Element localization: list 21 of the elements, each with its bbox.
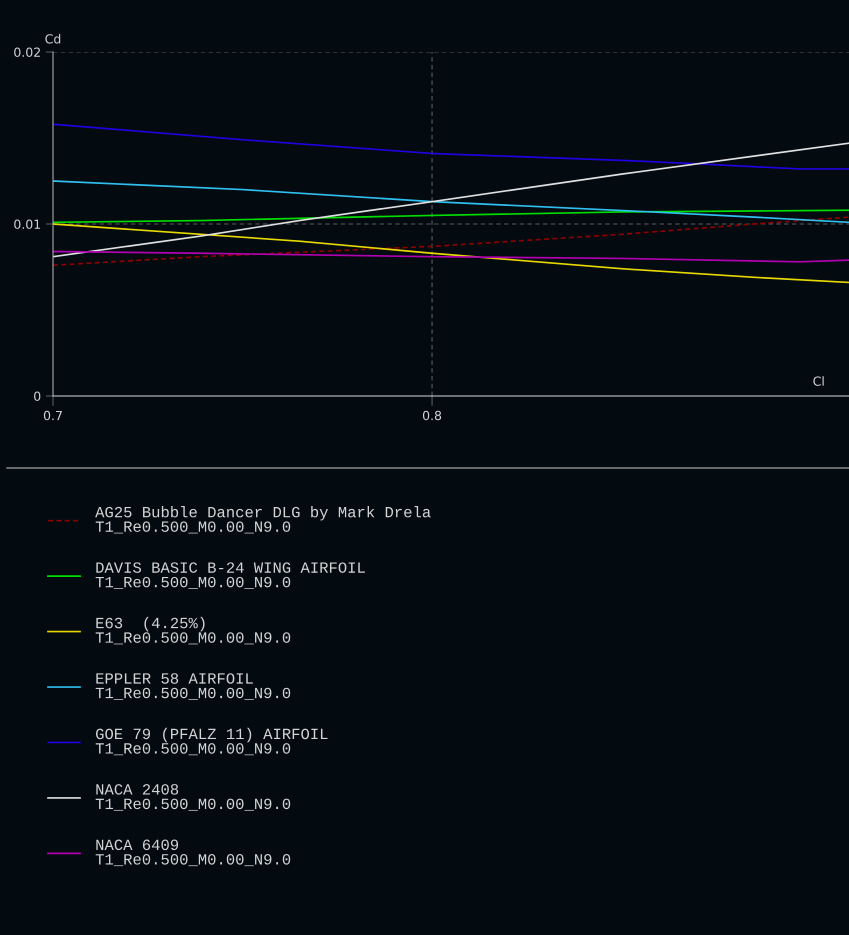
legend-label: AG25 Bubble Dancer DLG by Mark Drela T1_Re0.500_M0.00_N9.0 (95, 506, 431, 534)
line-series (53, 216, 849, 266)
x-tick-label: 0.7 (44, 410, 62, 420)
legend-label: EPPLER 58 AIRFOIL T1_Re0.500_M0.00_N9.0 (96, 673, 290, 700)
line-series (53, 142, 849, 258)
legend-label: DAVIS BASIC B-24 WING AIRFOIL T1_Re0.500_M0.00_N9.0 (96, 562, 365, 589)
x-axis-title: Cl (813, 376, 824, 386)
legend-label: GOE 79 (PFALZ 11) AIRFOIL T1_Re0.500_M0.00_N9.0 (96, 728, 328, 756)
line-series (53, 209, 849, 224)
y-tick-label: 0.02 (14, 47, 40, 57)
legend-label: NACA 2408 T1_Re0.500_M0.00_N9.0 (96, 784, 290, 811)
legend-label: E63 (4.25%) T1_Re0.500_M0.00_N9.0 (96, 616, 290, 644)
line-series (53, 223, 849, 284)
line-series (53, 250, 849, 263)
y-tick-label: 0.01 (14, 219, 40, 229)
y-tick-label: 0 (34, 391, 40, 401)
x-tick-label: 0.8 (422, 410, 442, 420)
line-series (53, 123, 849, 170)
legend-label: NACA 6409 T1_Re0.500_M0.00_N9.0 (96, 840, 290, 866)
line-series (53, 180, 849, 224)
y-axis-title: Cd (45, 34, 60, 44)
